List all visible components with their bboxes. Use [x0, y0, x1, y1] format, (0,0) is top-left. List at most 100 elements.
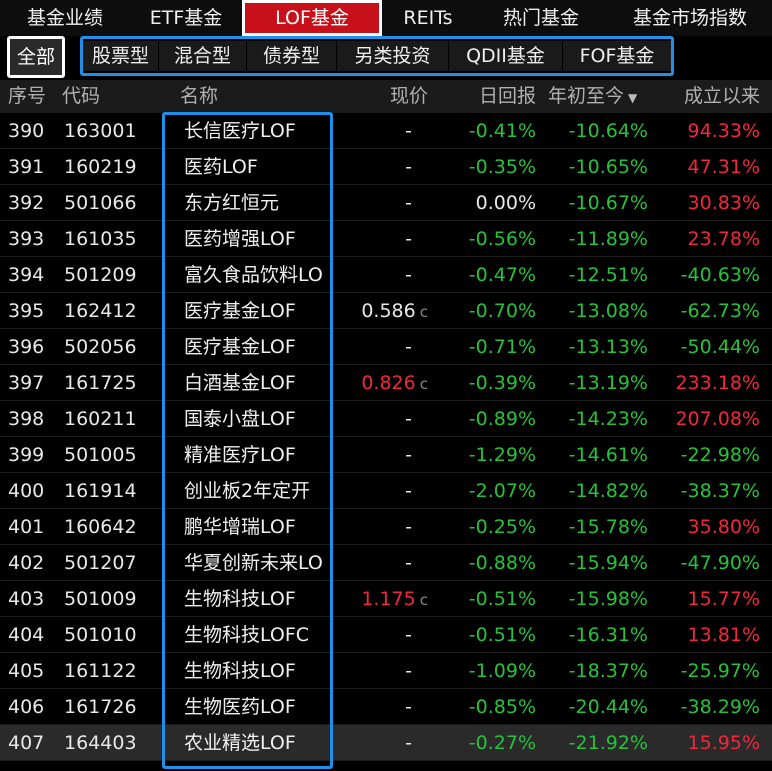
category-fof[interactable]: FOF基金	[563, 41, 671, 71]
row-ytd: -14.82%	[568, 480, 648, 502]
row-ytd: -18.37%	[568, 660, 648, 682]
row-ytd: -16.31%	[568, 624, 648, 646]
category-bond[interactable]: 债券型	[247, 41, 337, 71]
row-day-return: -0.35%	[468, 156, 536, 178]
row-code: 501066	[64, 192, 137, 214]
row-since-inception: 23.78%	[687, 228, 760, 250]
row-price-value: -	[405, 696, 412, 718]
row-price: -	[336, 545, 428, 581]
table-row[interactable]: 392 501066 东方红恒元 - 0.00% -10.67% 30.83%	[0, 185, 772, 221]
category-alternative[interactable]: 另类投资	[337, 41, 449, 71]
row-since-inception: 207.08%	[675, 408, 760, 430]
category-mixed[interactable]: 混合型	[159, 41, 247, 71]
row-price-value: 0.826	[361, 372, 416, 394]
header-code[interactable]: 代码	[62, 85, 101, 107]
row-name: 生物科技LOF	[184, 660, 296, 682]
tab-etf-fund[interactable]: ETF基金	[149, 7, 223, 29]
row-since-inception: 15.95%	[687, 732, 760, 754]
category-qdii[interactable]: QDII基金	[449, 41, 563, 71]
table-row[interactable]: 405 161122 生物科技LOF - -1.09% -18.37% -25.97%	[0, 653, 772, 689]
row-price-value: -	[405, 624, 412, 646]
row-index: 400	[8, 480, 45, 502]
row-price: 0.586 c	[336, 293, 428, 330]
row-price: -	[336, 725, 428, 761]
category-all[interactable]: 全部	[7, 36, 65, 78]
header-name[interactable]: 名称	[180, 85, 219, 107]
table-row[interactable]: 398 160211 国泰小盘LOF - -0.89% -14.23% 207.08%	[0, 401, 772, 437]
row-code: 161122	[64, 660, 137, 682]
row-name: 医药增强LOF	[184, 228, 296, 250]
row-index: 392	[8, 192, 45, 214]
tab-fund-market-index[interactable]: 基金市场指数	[632, 7, 747, 29]
row-ytd: -10.64%	[568, 120, 648, 142]
tab-fund-performance[interactable]: 基金业绩	[26, 7, 103, 29]
row-ytd: -10.65%	[568, 156, 648, 178]
table-row[interactable]: 403 501009 生物科技LOF 1.175 c -0.51% -15.98% 15.77…	[0, 581, 772, 617]
row-since-inception: 47.31%	[687, 156, 760, 178]
table-row[interactable]: 400 161914 创业板2年定开 - -2.07% -14.82% -38.37%	[0, 473, 772, 509]
row-since-inception: -50.44%	[680, 336, 760, 358]
header-ytd[interactable]: 年初至今 ▼	[548, 80, 656, 113]
row-day-return: -0.89%	[468, 408, 536, 430]
row-ytd: -15.98%	[568, 588, 648, 610]
row-price-suffix: c	[419, 303, 428, 321]
row-index: 402	[8, 552, 45, 574]
header-price[interactable]: 现价	[389, 85, 428, 107]
table-row[interactable]: 407 164403 农业精选LOF - -0.27% -21.92% 15.95%	[0, 725, 772, 761]
row-name: 东方红恒元	[184, 192, 280, 214]
row-price: -	[336, 437, 428, 473]
top-tab-bar: 基金业绩 ETF基金 LOF基金 REITs 热门基金 基金市场指数	[0, 0, 772, 36]
header-since-inception[interactable]: 成立以来	[683, 85, 760, 107]
tab-hot-funds[interactable]: 热门基金	[502, 7, 579, 29]
row-name: 医疗基金LOF	[184, 336, 296, 358]
row-day-return: -0.88%	[468, 552, 536, 574]
table-row[interactable]: 391 160219 医药LOF - -0.35% -10.65% 47.31%	[0, 149, 772, 185]
table-row[interactable]: 396 502056 医疗基金LOF - -0.71% -13.13% -50.44%	[0, 329, 772, 365]
row-since-inception: 94.33%	[687, 120, 760, 142]
row-price: 1.175 c	[336, 581, 428, 618]
category-tab-bar: 全部 股票型 混合型 债券型 另类投资 QDII基金 FOF基金	[0, 36, 772, 80]
row-since-inception: -38.29%	[680, 696, 760, 718]
table-row[interactable]: 395 162412 医疗基金LOF 0.586 c -0.70% -13.08% -62.7…	[0, 293, 772, 329]
tab-reits[interactable]: REITs	[403, 7, 453, 29]
row-price-value: -	[405, 120, 412, 142]
row-price: 0.826 c	[336, 365, 428, 402]
row-code: 501209	[64, 264, 137, 286]
table-row[interactable]: 401 160642 鹏华增瑞LOF - -0.25% -15.78% 35.80%	[0, 509, 772, 545]
row-since-inception: -38.37%	[680, 480, 760, 502]
table-row[interactable]: 397 161725 白酒基金LOF 0.826 c -0.39% -13.19% 233.1…	[0, 365, 772, 401]
row-code: 501009	[64, 588, 137, 610]
tab-lof-fund[interactable]: LOF基金	[242, 0, 382, 36]
table-row[interactable]: 404 501010 生物科技LOFC - -0.51% -16.31% 13.81%	[0, 617, 772, 653]
row-since-inception: 13.81%	[687, 624, 760, 646]
row-day-return: -0.71%	[468, 336, 536, 358]
row-price: -	[336, 257, 428, 293]
row-price-value: 1.175	[361, 588, 416, 610]
row-since-inception: 30.83%	[687, 192, 760, 214]
row-price: -	[336, 509, 428, 545]
row-index: 401	[8, 516, 45, 538]
row-name: 医疗基金LOF	[184, 300, 296, 322]
row-ytd: -13.13%	[568, 336, 648, 358]
table-row[interactable]: 390 163001 长信医疗LOF - -0.41% -10.64% 94.33%	[0, 113, 772, 149]
row-price: -	[336, 185, 428, 221]
row-code: 502056	[64, 336, 137, 358]
row-code: 164403	[64, 732, 137, 754]
table-row[interactable]: 393 161035 医药增强LOF - -0.56% -11.89% 23.78%	[0, 221, 772, 257]
row-day-return: -0.51%	[468, 624, 536, 646]
table-row[interactable]: 406 161726 生物医药LOF - -0.85% -20.44% -38.29%	[0, 689, 772, 725]
row-price-value: -	[405, 444, 412, 466]
table-row[interactable]: 402 501207 华夏创新未来LO - -0.88% -15.94% -47.90%	[0, 545, 772, 581]
table-row[interactable]: 399 501005 精准医疗LOF - -1.29% -14.61% -22.98%	[0, 437, 772, 473]
row-name: 华夏创新未来LO	[184, 552, 323, 574]
table-row[interactable]: 394 501209 富久食品饮料LO - -0.47% -12.51% -40.63%	[0, 257, 772, 293]
table-header: 序号 代码 名称 现价 日回报 年初至今 ▼ 成立以来	[0, 80, 772, 113]
row-name: 精准医疗LOF	[184, 444, 296, 466]
row-price: -	[336, 329, 428, 365]
row-price: -	[336, 221, 428, 257]
row-name: 国泰小盘LOF	[184, 408, 296, 430]
header-day-return[interactable]: 日回报	[478, 85, 536, 107]
header-index[interactable]: 序号	[8, 85, 47, 107]
row-price-value: -	[405, 336, 412, 358]
category-stock[interactable]: 股票型	[83, 41, 159, 71]
